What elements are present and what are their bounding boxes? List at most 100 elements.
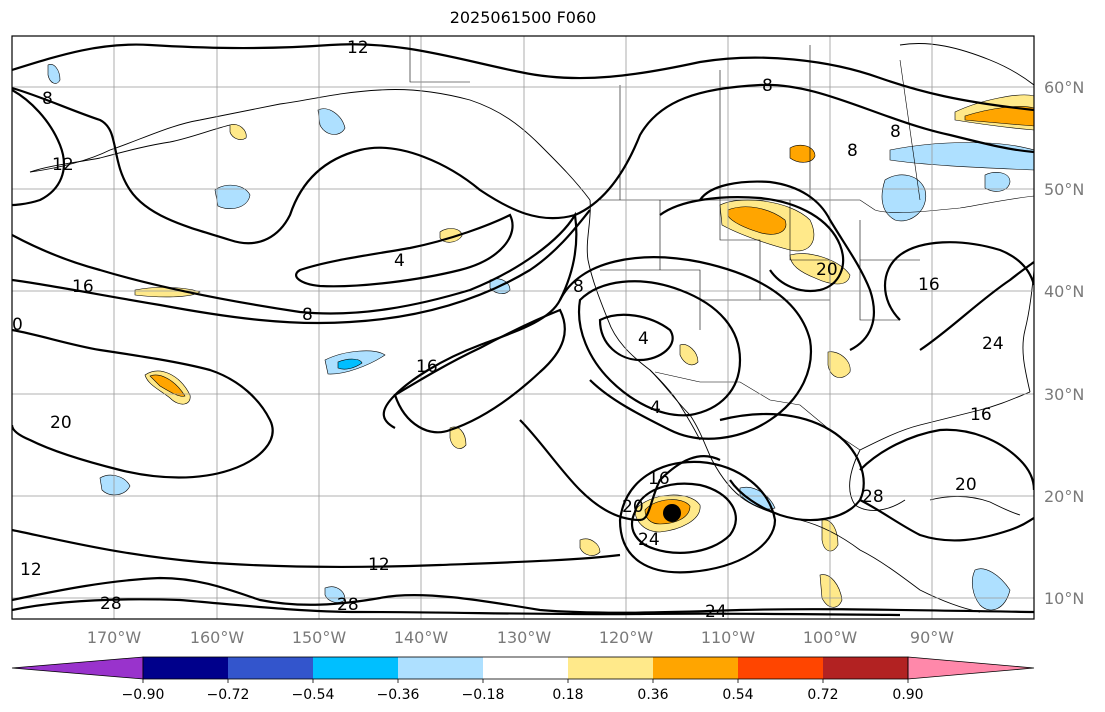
shade-yellow-baja xyxy=(679,344,699,366)
colorbar-tick-label: −0.54 xyxy=(292,687,335,703)
contour-label: 28 xyxy=(100,594,122,614)
shade-yellow-centam xyxy=(819,574,843,608)
colorbar-tick-label: −0.90 xyxy=(122,687,165,703)
contour-label: 0 xyxy=(12,315,23,335)
colorbar-segment xyxy=(313,657,398,679)
shade-orange-plains xyxy=(727,206,787,235)
map-area: 12 8 12 4 8 16 8 16 20 4 4 16 20 24 12 2… xyxy=(12,36,1034,619)
lat-label-30n: 30°N xyxy=(1044,385,1084,404)
lon-label-100w: 100°W xyxy=(803,628,858,647)
lon-label-160w: 160°W xyxy=(190,628,245,647)
colorbar-tick-label: 0.18 xyxy=(552,687,583,703)
lon-label-110w: 110°W xyxy=(701,628,756,647)
shade-yellow-pac8 xyxy=(229,124,247,140)
shade-orange-hudson-core xyxy=(964,106,1034,127)
lat-label-60n: 60°N xyxy=(1044,78,1084,97)
lat-label-50n: 50°N xyxy=(1044,180,1084,199)
coastlines xyxy=(29,43,1034,613)
storm-marker xyxy=(663,504,681,522)
shade-yellow-pac2 xyxy=(134,287,201,298)
colorbar-segment xyxy=(143,657,228,679)
contour-label: 20 xyxy=(955,475,977,495)
border-canada-prov xyxy=(619,45,921,201)
contour-8-north xyxy=(12,83,1034,245)
contour-16-sw xyxy=(719,412,865,522)
contour-12-north xyxy=(12,43,1034,112)
map-title: 2025061500 F060 xyxy=(449,8,597,27)
contour-20 xyxy=(12,328,274,479)
colorbar-segment xyxy=(483,657,568,679)
contour-label: 24 xyxy=(982,334,1004,354)
contour-label: 20 xyxy=(50,413,72,433)
contour-label: 8 xyxy=(573,277,584,297)
shade-yellow-plains2 xyxy=(789,253,851,285)
contour-label: 4 xyxy=(638,329,649,349)
contour-label: 16 xyxy=(416,357,438,377)
colorbar-segment xyxy=(228,657,313,679)
gridlines xyxy=(12,36,1034,619)
contour-label: 16 xyxy=(970,405,992,425)
contour-4-pacific xyxy=(294,213,514,288)
colorbar-tick-label: 0.90 xyxy=(892,687,923,703)
contour-label: 28 xyxy=(862,487,884,507)
shade-blue-aleutian xyxy=(214,184,251,209)
contour-label: 16 xyxy=(72,277,94,297)
colorbar-tick-label: 0.72 xyxy=(807,687,838,703)
border-us-canada xyxy=(600,195,1034,213)
shade-blue-ne3 xyxy=(984,172,1011,192)
shade-blue-gulf-ak xyxy=(317,108,346,135)
contour-16-subtrop xyxy=(393,308,566,434)
lon-label-140w: 140°W xyxy=(394,628,449,647)
colorbar-tick-label: 0.36 xyxy=(637,687,668,703)
contour-label: 8 xyxy=(890,122,901,142)
contour-12-sw xyxy=(559,256,812,440)
shade-blue-w xyxy=(47,64,61,84)
border-states-1 xyxy=(600,200,920,330)
contour-12-plains xyxy=(699,180,875,351)
lon-label-150w: 150°W xyxy=(292,628,347,647)
contour-12-south xyxy=(12,528,621,569)
shade-blue-ne2 xyxy=(881,174,927,222)
lon-label-120w: 120°W xyxy=(599,628,654,647)
shade-blue-pac7 xyxy=(324,586,346,603)
contour-8-sw xyxy=(577,280,742,417)
contour-label: 8 xyxy=(762,76,773,96)
lon-label-130w: 130°W xyxy=(497,628,552,647)
colorbar-segment xyxy=(398,657,483,679)
contours xyxy=(12,43,1034,617)
coast-baja xyxy=(649,369,701,441)
contour-28-carib xyxy=(859,499,1034,542)
contour-4-sw xyxy=(598,313,674,362)
colorbar-arrow-left xyxy=(11,656,144,680)
contour-label: 28 xyxy=(337,595,359,615)
colorbar-tick-label: −0.18 xyxy=(462,687,505,703)
shade-blue-ne xyxy=(889,142,1034,171)
contour-8-pacific xyxy=(12,211,578,429)
longitude-axis: 170°W 160°W 150°W 140°W 130°W 120°W 110°… xyxy=(87,628,954,647)
colorbar: −0.90 −0.72 −0.54 −0.36 −0.18 0.18 0.36 … xyxy=(11,656,1035,703)
lon-label-90w: 90°W xyxy=(910,628,954,647)
contour-8-plains xyxy=(659,196,845,293)
contour-24-east xyxy=(919,261,1034,351)
colorbar-frame xyxy=(142,656,909,680)
colorbar-tick-label: 0.54 xyxy=(722,687,753,703)
colorbar-arrow-right xyxy=(907,656,1035,680)
coast-east xyxy=(1022,269,1034,393)
plot-frame xyxy=(11,35,1035,620)
contour-16-pacific xyxy=(12,209,591,325)
shade-orange-nd xyxy=(789,144,816,163)
colorbar-tick-label: −0.36 xyxy=(377,687,420,703)
contour-label: 20 xyxy=(622,497,644,517)
coast-west-us xyxy=(586,199,981,613)
lon-label-170w: 170°W xyxy=(87,628,142,647)
shade-yellow-pac6 xyxy=(579,538,601,556)
contour-label: 8 xyxy=(847,141,858,161)
contour-label: 16 xyxy=(648,469,670,489)
shade-blue-carib xyxy=(971,568,1011,611)
latitude-axis: 60°N 50°N 40°N 30°N 20°N 10°N xyxy=(1044,78,1084,608)
contour-label: 4 xyxy=(650,398,661,418)
lat-label-10n: 10°N xyxy=(1044,589,1084,608)
contour-24-south xyxy=(12,598,901,617)
contour-label: 8 xyxy=(42,89,53,109)
coast-cuba xyxy=(929,496,1021,516)
